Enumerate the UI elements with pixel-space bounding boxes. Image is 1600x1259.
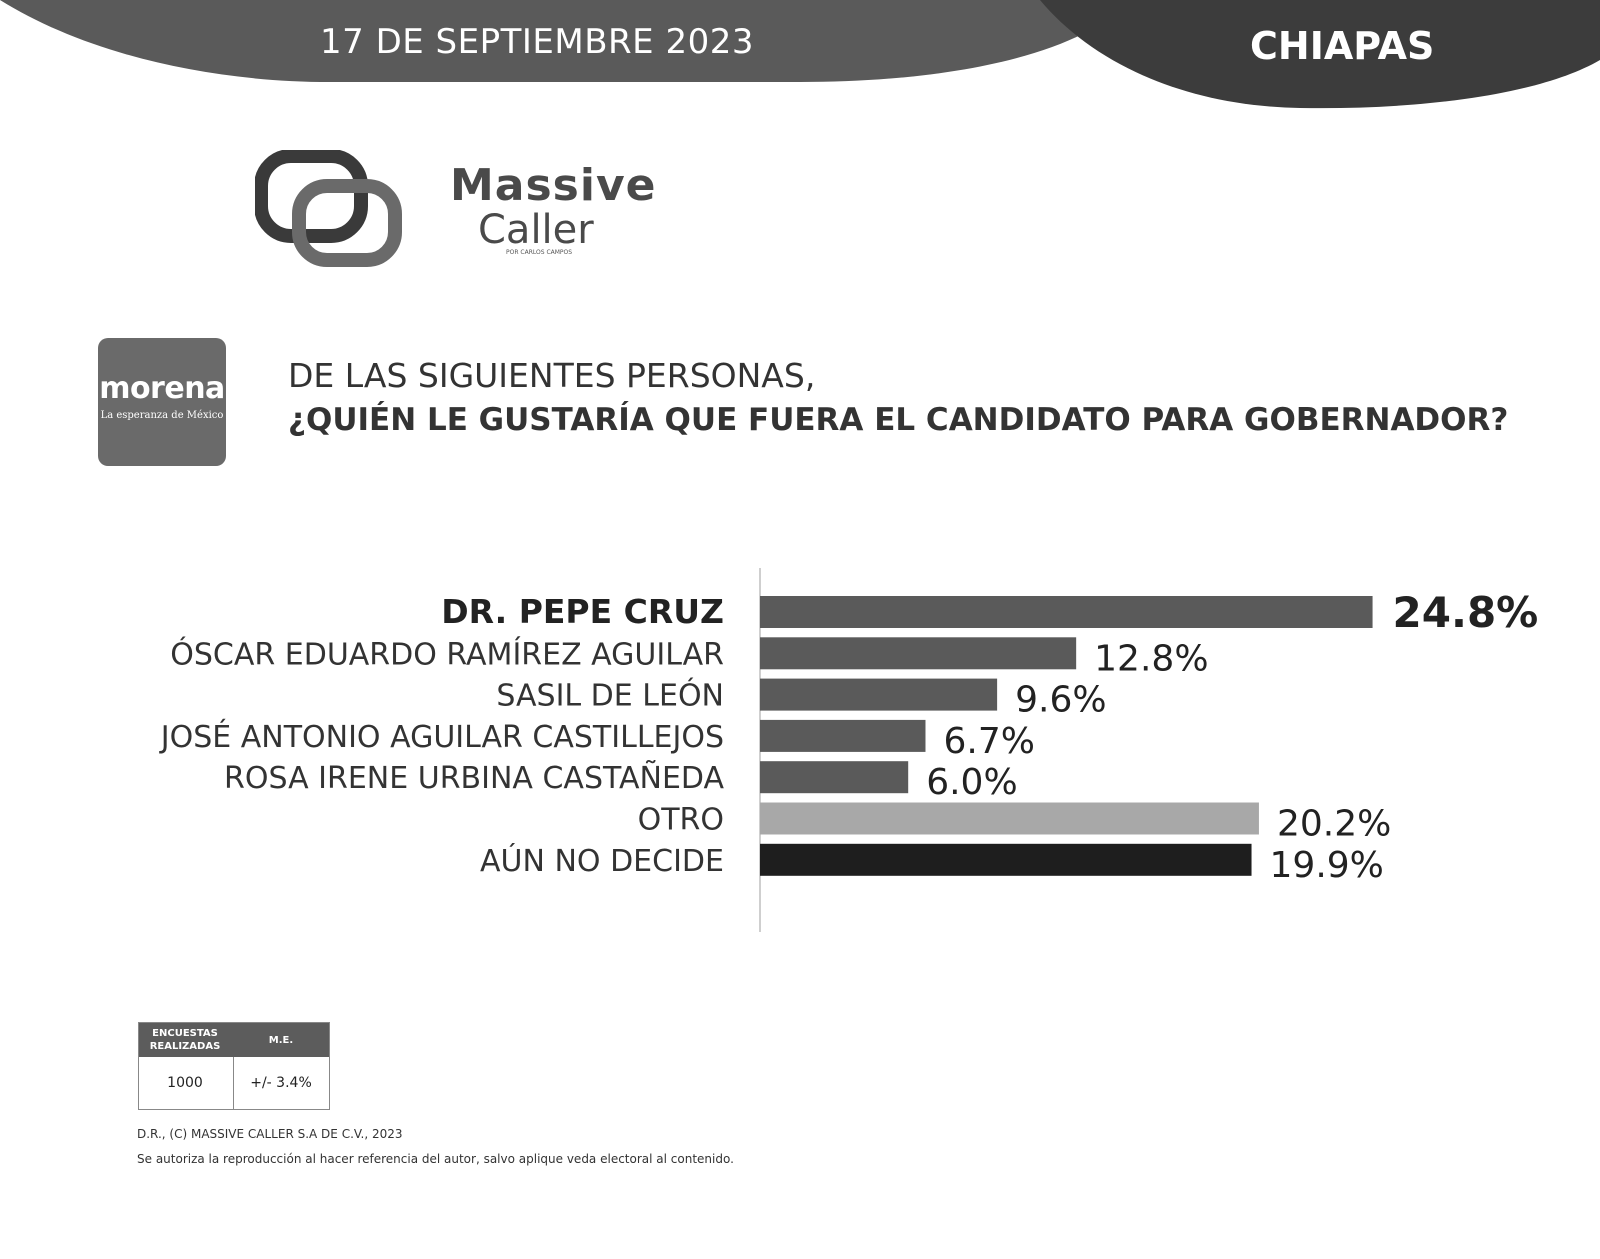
party-logo: morena La esperanza de México <box>98 338 226 466</box>
category-label: JOSÉ ANTONIO AGUILAR CASTILLEJOS <box>159 719 724 755</box>
data-label: 6.7% <box>943 721 1034 762</box>
bar <box>760 761 909 794</box>
bar <box>760 637 1077 670</box>
category-label: ÓSCAR EDUARDO RAMÍREZ AGUILAR <box>170 635 724 672</box>
survey-date: 17 DE SEPTIEMBRE 2023 <box>320 22 754 62</box>
copyright-notice: D.R., (C) MASSIVE CALLER S.A DE C.V., 20… <box>137 1127 403 1141</box>
bar <box>760 596 1373 628</box>
surveys-header: ENCUESTAS REALIZADAS <box>149 1028 221 1052</box>
margin-error-header: M.E. <box>268 1035 294 1046</box>
category-label: DR. PEPE CRUZ <box>441 592 724 631</box>
question-line1: DE LAS SIGUIENTES PERSONAS, <box>288 356 816 395</box>
category-label: OTRO <box>638 803 724 838</box>
methodology-table: ENCUESTAS REALIZADAS M.E. 1000 +/- 3.4% <box>138 1022 330 1110</box>
brand-name-line1: Massive <box>450 160 657 211</box>
bar <box>760 802 1259 835</box>
table-divider <box>233 1057 234 1109</box>
question-line2: ¿QUIÉN LE GUSTARÍA QUE FUERA EL CANDIDAT… <box>288 402 1509 438</box>
surveys-value: 1000 <box>167 1075 203 1091</box>
bar-chart: DR. PEPE CRUZ 24.8% ÓSCAR EDUARDO RAMÍREZ … <box>159 568 1539 932</box>
data-label: 12.8% <box>1094 638 1208 679</box>
state-name: CHIAPAS <box>1250 24 1435 68</box>
bar <box>760 719 926 752</box>
category-label: SASIL DE LEÓN <box>496 677 724 714</box>
reproduction-notice: Se autoriza la reproducción al hacer ref… <box>137 1152 734 1166</box>
header-banner <box>0 0 1600 109</box>
bar <box>760 678 998 711</box>
bar <box>760 843 1252 876</box>
header-left-wave <box>0 0 1130 82</box>
data-label: 9.6% <box>1015 680 1106 721</box>
methodology-table-header: ENCUESTAS REALIZADAS M.E. <box>139 1023 329 1057</box>
category-label: ROSA IRENE URBINA CASTAÑEDA <box>224 760 724 796</box>
header-right-wave <box>1040 0 1600 109</box>
data-label: 19.9% <box>1270 845 1384 886</box>
party-name: morena <box>99 371 225 406</box>
data-label: 20.2% <box>1277 804 1391 845</box>
data-label: 24.8% <box>1393 588 1539 637</box>
massive-caller-logo-icon <box>255 150 402 267</box>
margin-error-value: +/- 3.4% <box>250 1075 312 1091</box>
category-label: AÚN NO DECIDE <box>480 842 724 879</box>
brand-name-line2: Caller <box>478 207 594 253</box>
data-label: 6.0% <box>926 762 1017 803</box>
party-tagline: La esperanza de México <box>100 410 224 421</box>
brand-subtitle: POR CARLOS CAMPOS <box>506 249 573 256</box>
